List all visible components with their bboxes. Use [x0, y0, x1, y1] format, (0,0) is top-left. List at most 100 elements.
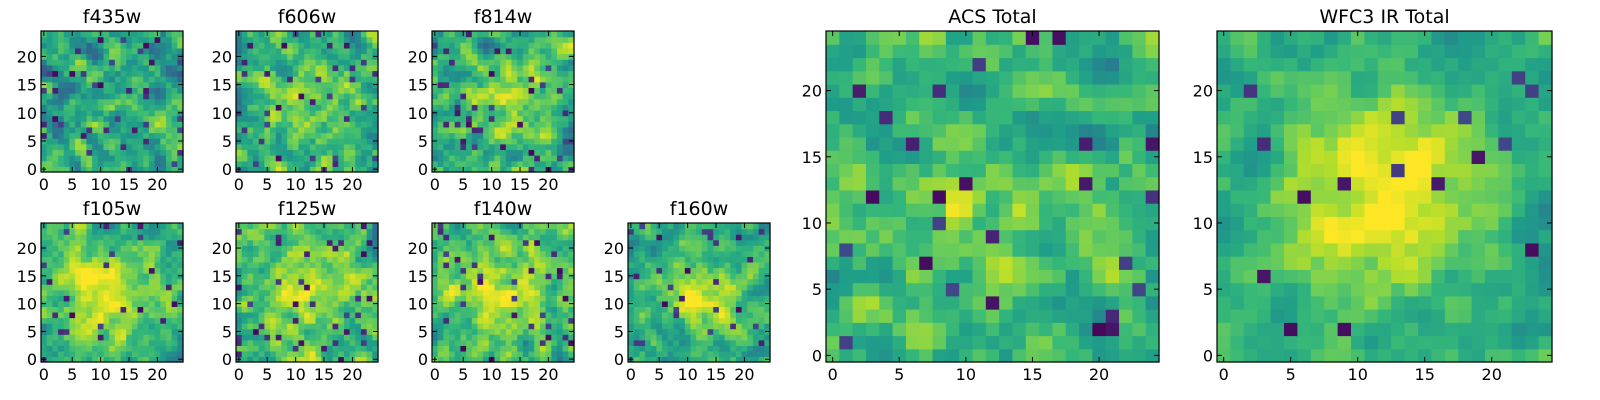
- pixel-cell: [360, 278, 368, 285]
- pixel-cell: [1039, 282, 1054, 297]
- pixel-cell: [360, 149, 368, 156]
- pixel-cell: [741, 323, 748, 330]
- pixel-cell: [326, 166, 334, 173]
- pixel-cell: [656, 278, 663, 285]
- pixel-cell: [171, 228, 178, 235]
- pixel-cell: [1105, 189, 1120, 204]
- pixel-cell: [360, 155, 368, 162]
- pixel-cell: [92, 300, 99, 307]
- pixel-cell: [360, 311, 368, 319]
- pixel-cell: [522, 87, 530, 94]
- pixel-cell: [236, 93, 243, 100]
- pixel-cell: [309, 138, 317, 145]
- pixel-cell: [892, 295, 907, 310]
- pixel-cell: [321, 328, 328, 335]
- pixel-cell: [69, 256, 76, 263]
- pixel-cell: [758, 295, 765, 302]
- pixel-cell: [372, 317, 379, 324]
- pixel-cell: [355, 31, 362, 38]
- pixel-cell: [292, 267, 300, 274]
- pixel-cell: [177, 126, 184, 134]
- pixel-cell: [1119, 189, 1133, 204]
- pixel-cell: [75, 339, 82, 346]
- pixel-cell: [315, 93, 322, 100]
- pixel-cell: [355, 284, 362, 291]
- pixel-cell: [275, 126, 283, 134]
- pixel-cell: [919, 256, 934, 270]
- pixel-cell: [275, 289, 283, 296]
- pixel-cell: [321, 261, 328, 269]
- pixel-cell: [562, 126, 569, 134]
- pixel-cell: [650, 300, 657, 307]
- pixel-cell: [270, 273, 277, 280]
- pixel-cell: [539, 306, 547, 313]
- pixel-cell: [304, 109, 311, 117]
- axes-frame: [235, 222, 379, 363]
- pixel-cell: [735, 334, 743, 341]
- pixel-cell: [372, 284, 379, 291]
- pixel-cell: [92, 109, 99, 117]
- pixel-cell: [332, 143, 339, 151]
- pixel-cell: [92, 76, 99, 83]
- pixel-cell: [131, 143, 139, 151]
- pixel-cell: [1119, 203, 1133, 217]
- pixel-cell: [292, 323, 300, 330]
- pixel-cell: [326, 59, 334, 66]
- pixel-cell: [360, 138, 368, 145]
- pixel-cell: [460, 228, 467, 235]
- pixel-cell: [500, 143, 507, 151]
- pixel-cell: [568, 289, 575, 296]
- pixel-cell: [114, 138, 122, 145]
- pixel-cell: [309, 109, 317, 117]
- pixel-cell: [177, 284, 184, 291]
- pixel-cell: [650, 356, 657, 363]
- pixel-cell: [86, 273, 93, 280]
- pixel-cell: [103, 250, 110, 257]
- pixel-cell: [131, 245, 139, 252]
- pixel-cell: [764, 261, 771, 269]
- pixel-cell: [177, 261, 184, 269]
- pixel-cell: [752, 223, 760, 230]
- pixel-cell: [707, 334, 714, 341]
- pixel-cell: [46, 109, 53, 117]
- pixel-cell: [46, 93, 53, 100]
- pixel-cell: [298, 339, 305, 346]
- pixel-cell: [338, 36, 345, 43]
- pixel-cell: [264, 59, 271, 66]
- pixel-cell: [1065, 176, 1080, 191]
- pixel-cell: [366, 300, 373, 307]
- pixel-cell: [460, 273, 467, 280]
- pixel-cell: [41, 149, 48, 156]
- pixel-cell: [177, 59, 184, 66]
- pixel-cell: [292, 261, 300, 269]
- pixel-cell: [355, 245, 362, 252]
- pixel-cell: [437, 339, 444, 346]
- pixel-cell: [562, 81, 569, 88]
- pixel-cell: [477, 339, 484, 346]
- pixel-cell: [477, 267, 484, 274]
- pixel-cell: [633, 311, 640, 319]
- pixel-cell: [528, 345, 535, 352]
- pixel-cell: [52, 166, 59, 173]
- pixel-cell: [287, 284, 294, 291]
- pixel-cell: [103, 261, 110, 269]
- pixel-cell: [160, 115, 167, 122]
- pixel-cell: [281, 323, 288, 330]
- pixel-cell: [253, 278, 260, 285]
- y-tick-label: 0: [27, 350, 37, 369]
- pixel-cell: [443, 104, 450, 111]
- pixel-cell: [171, 306, 178, 313]
- pixel-cell: [673, 328, 680, 335]
- pixel-cell: [718, 356, 726, 363]
- pixel-cell: [126, 155, 133, 162]
- pixel-cell: [534, 70, 541, 77]
- pixel-cell: [724, 250, 731, 257]
- pixel-cell: [528, 311, 535, 319]
- pixel-cell: [656, 261, 663, 269]
- pixel-cell: [528, 109, 535, 117]
- pixel-cell: [126, 149, 133, 156]
- pixel-cell: [281, 76, 288, 83]
- pixel-cell: [58, 98, 65, 105]
- pixel-cell: [109, 42, 116, 49]
- pixel-cell: [477, 132, 484, 139]
